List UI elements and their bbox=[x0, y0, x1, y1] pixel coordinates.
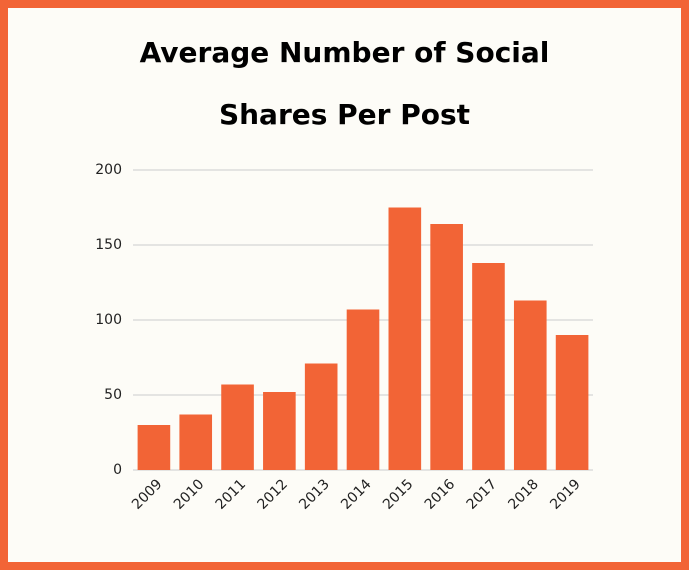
bar bbox=[137, 425, 171, 470]
y-tick-label: 150 bbox=[95, 237, 122, 253]
x-tick-label: 2011 bbox=[213, 476, 250, 513]
x-tick-label: 2015 bbox=[380, 476, 417, 513]
bar bbox=[304, 363, 338, 470]
y-tick-label: 200 bbox=[95, 162, 122, 178]
y-tick-label: 100 bbox=[95, 312, 122, 328]
y-tick-label: 50 bbox=[104, 387, 122, 403]
x-tick-label: 2014 bbox=[338, 476, 375, 513]
x-tick-label: 2018 bbox=[505, 476, 542, 513]
x-tick-label: 2016 bbox=[422, 476, 459, 513]
y-tick-label: 0 bbox=[113, 462, 122, 478]
x-tick-label: 2009 bbox=[129, 476, 166, 513]
x-tick-label: 2019 bbox=[547, 476, 584, 513]
x-tick-label: 2012 bbox=[255, 476, 292, 513]
bar bbox=[221, 384, 254, 470]
x-tick-label: 2017 bbox=[464, 476, 501, 513]
bar bbox=[263, 392, 296, 470]
bar bbox=[388, 207, 422, 470]
x-tick-label: 2013 bbox=[296, 476, 333, 513]
bar bbox=[179, 414, 213, 470]
bar bbox=[346, 309, 380, 470]
bar bbox=[472, 263, 505, 470]
bar bbox=[555, 335, 589, 470]
bar bbox=[513, 300, 547, 470]
chart-title: Average Number of Social Shares Per Post bbox=[139, 36, 550, 131]
bar bbox=[430, 224, 463, 470]
x-tick-label: 2010 bbox=[171, 476, 208, 513]
